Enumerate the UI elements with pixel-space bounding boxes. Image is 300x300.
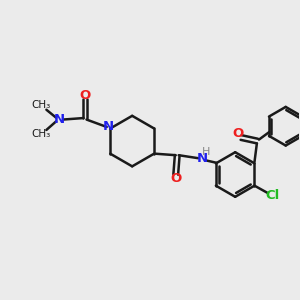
Text: CH₃: CH₃ [32,100,51,110]
Text: H: H [202,147,210,157]
Text: N: N [54,113,65,126]
Text: N: N [102,121,113,134]
Text: N: N [197,152,208,165]
Text: O: O [170,172,182,184]
Text: O: O [232,128,243,140]
Text: CH₃: CH₃ [32,129,51,140]
Text: O: O [80,89,91,102]
Text: Cl: Cl [266,189,280,202]
